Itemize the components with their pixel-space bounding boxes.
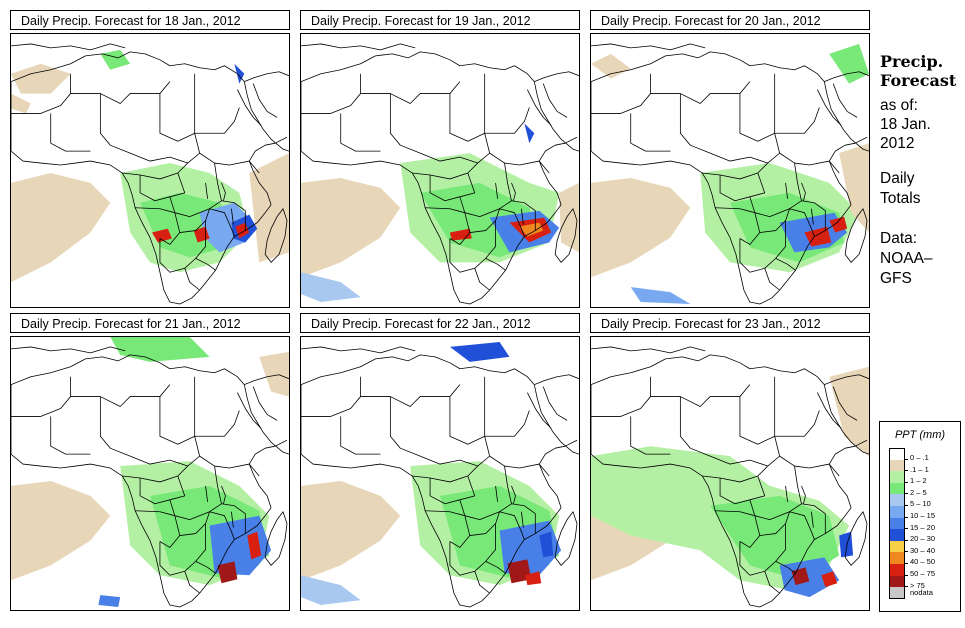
legend-label: 50 – 75 <box>910 568 936 578</box>
legend-label: 1 – 2 <box>910 476 927 486</box>
legend-swatch <box>889 575 905 588</box>
precip-fill <box>591 43 869 305</box>
legend-swatch <box>889 517 905 530</box>
legend-label: 30 – 40 <box>910 545 936 555</box>
precip-fill <box>301 341 562 606</box>
legend-title: PPT (mm) <box>894 429 946 441</box>
legend-swatch <box>889 563 905 576</box>
legend-swatch <box>889 540 905 553</box>
legend-swatch <box>889 587 905 599</box>
precip-fill <box>301 123 579 303</box>
legend-label: 5 – 10 <box>910 499 931 509</box>
legend-swatch <box>889 529 905 541</box>
precip-map <box>10 33 290 308</box>
legend-label: 10 – 15 <box>910 510 936 520</box>
precip-fill <box>591 366 869 598</box>
asof-line2: 18 Jan. <box>880 116 931 133</box>
forecast-panel-day3: Daily Precip. Forecast for 20 Jan., 2012 <box>590 10 870 308</box>
panel-title: Daily Precip. Forecast for 19 Jan., 2012 <box>300 10 580 30</box>
forecast-panel-day6: Daily Precip. Forecast for 23 Jan., 2012 <box>590 313 870 611</box>
legend-label: 40 – 50 <box>910 557 936 567</box>
legend-label: 2 – 5 <box>910 487 927 497</box>
forecast-panel-day2: Daily Precip. Forecast for 19 Jan., 2012 <box>300 10 580 308</box>
forecast-panel-day5: Daily Precip. Forecast for 22 Jan., 2012 <box>300 313 580 611</box>
precip-map <box>590 33 870 308</box>
source-line3: GFS <box>880 270 912 287</box>
panel-title: Daily Precip. Forecast for 20 Jan., 2012 <box>590 10 870 30</box>
legend-swatch <box>889 494 905 506</box>
side-title-line1: Precip. <box>880 52 944 71</box>
side-title-line2: Forecast <box>880 71 957 90</box>
panel-title: Daily Precip. Forecast for 23 Jan., 2012 <box>590 313 870 333</box>
precip-map <box>300 33 580 308</box>
legend-swatch <box>889 471 905 483</box>
forecast-panel-day4: Daily Precip. Forecast for 21 Jan., 2012 <box>10 313 290 611</box>
legend-swatch <box>889 448 905 460</box>
precip-map <box>590 336 870 611</box>
panel-title: Daily Precip. Forecast for 18 Jan., 2012 <box>10 10 290 30</box>
legend-swatch <box>889 552 905 564</box>
legend-label: 15 – 20 <box>910 522 936 532</box>
totals-line2: Totals <box>880 190 921 207</box>
source-line1: Data: <box>880 230 918 247</box>
precip-map <box>300 336 580 611</box>
asof-line3: 2012 <box>880 135 915 152</box>
panel-title: Daily Precip. Forecast for 22 Jan., 2012 <box>300 313 580 333</box>
legend-swatch <box>889 459 905 472</box>
precip-map <box>10 336 290 611</box>
legend-label: 20 – 30 <box>910 534 936 544</box>
precip-fill <box>11 49 289 283</box>
legend-swatch <box>889 505 905 518</box>
legend-label: .1 – 1 <box>910 464 929 474</box>
legend-label: nodata <box>910 588 933 598</box>
forecast-panel-day1: Daily Precip. Forecast for 18 Jan., 2012 <box>10 10 290 308</box>
panel-title: Daily Precip. Forecast for 21 Jan., 2012 <box>10 313 290 333</box>
legend-label: > 75 <box>910 580 925 590</box>
precip-fill <box>11 337 289 608</box>
source-line2: NOAA– <box>880 250 933 267</box>
legend-swatch <box>889 482 905 495</box>
legend-label: 0 – .1 <box>910 453 929 462</box>
asof-line1: as of: <box>880 97 918 114</box>
totals-line1: Daily <box>880 170 915 187</box>
